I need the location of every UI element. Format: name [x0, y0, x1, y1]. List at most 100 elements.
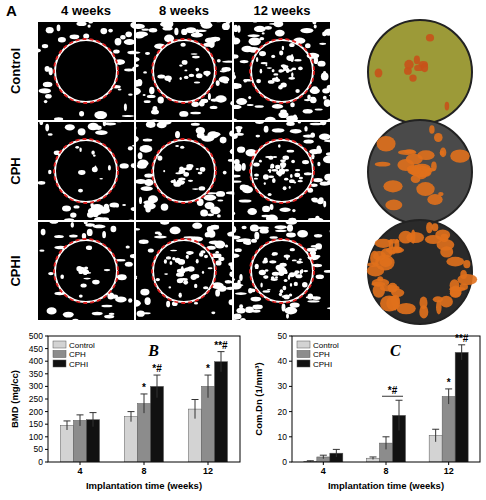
bone-texture: [136, 80, 140, 87]
bone-ingrowth: [200, 250, 205, 253]
bone-texture: [163, 27, 173, 31]
bone-ingrowth: [275, 79, 280, 83]
bone-texture: [140, 145, 153, 153]
bone-ingrowth: [164, 273, 168, 275]
legend-label: Control: [69, 341, 95, 350]
bone-ingrowth: [83, 278, 90, 280]
bone-texture: [71, 319, 79, 320]
chart: 010203040504812*#***#ControlCPHCPHICImpl…: [253, 331, 480, 491]
bone-ingrowth: [302, 160, 309, 164]
bone-texture: [248, 187, 251, 191]
ct-image: [38, 22, 134, 120]
defect-circle: [54, 139, 118, 203]
legend-label: CPHI: [313, 360, 332, 369]
render-bone: [463, 260, 470, 268]
bone-texture: [290, 102, 295, 107]
bone-texture: [222, 67, 231, 72]
legend-swatch: [53, 351, 66, 358]
bone-texture: [265, 117, 276, 120]
bone-ingrowth: [93, 154, 96, 156]
bone-texture: [316, 275, 324, 280]
bone-texture: [218, 286, 227, 292]
error-bar: [144, 394, 145, 413]
bone-ingrowth: [196, 68, 200, 72]
error-bar: [195, 400, 196, 419]
bone-ingrowth: [272, 272, 280, 276]
bone-texture: [76, 22, 86, 26]
render-bone: [409, 75, 416, 82]
bone-texture: [234, 38, 240, 45]
bone-ingrowth: [261, 62, 268, 64]
bone-texture: [44, 100, 48, 103]
bone-texture: [113, 49, 120, 53]
bone-ingrowth: [78, 189, 83, 193]
bone-texture: [270, 236, 278, 239]
bone-texture: [262, 32, 265, 34]
bone-texture: [234, 283, 242, 290]
bone-texture: [234, 313, 242, 319]
bone-ingrowth: [279, 69, 284, 72]
ct-image: [136, 122, 232, 220]
bone-texture: [329, 94, 330, 97]
defect-rim: [55, 40, 117, 102]
bone-ingrowth: [290, 248, 295, 251]
bone-ingrowth: [269, 260, 276, 263]
annotation: *#: [152, 363, 162, 374]
bone-texture: [138, 160, 149, 167]
y-tick-label: 40: [278, 356, 288, 366]
bone-texture: [190, 112, 201, 115]
bone-ingrowth: [278, 85, 283, 89]
render-bone: [416, 182, 434, 196]
bone-texture: [88, 22, 93, 24]
bone-texture: [330, 229, 331, 233]
bone-texture: [38, 48, 41, 52]
error-cap: [333, 449, 340, 450]
bone-texture: [252, 310, 261, 313]
bone-ingrowth: [180, 43, 185, 47]
bone-ingrowth: [104, 269, 110, 271]
bone-texture: [143, 94, 146, 96]
error-cap: [77, 414, 84, 415]
x-tick-label: 12: [444, 466, 454, 476]
bone-texture: [148, 120, 160, 121]
bone-texture: [88, 24, 91, 27]
bone-texture: [128, 298, 132, 302]
render-3d: [368, 20, 472, 124]
x-tick-label: 8: [141, 466, 146, 476]
bone-texture: [155, 232, 161, 235]
bone-ingrowth: [298, 261, 304, 263]
bone-ingrowth: [171, 180, 175, 183]
x-axis-label: Implantation time (weeks): [328, 480, 444, 491]
bone-texture: [118, 89, 122, 91]
error-bar: [323, 455, 324, 459]
bone-texture: [219, 76, 230, 83]
bone-texture: [312, 22, 316, 24]
error-bar: [386, 437, 387, 450]
bone-texture: [136, 228, 140, 231]
error-cap: [320, 455, 327, 456]
bone-ingrowth: [181, 266, 184, 271]
bone-texture: [239, 304, 243, 308]
bone-ingrowth: [256, 79, 261, 83]
bone-ingrowth: [164, 259, 167, 263]
error-cap: [205, 375, 212, 376]
bone-ingrowth: [253, 163, 260, 167]
bone-texture: [229, 272, 232, 277]
bone-texture: [215, 95, 227, 102]
ct-background: [136, 222, 232, 320]
bone-texture: [222, 61, 232, 63]
ct-image: [234, 122, 330, 220]
bone-texture: [48, 170, 51, 175]
bone-texture: [286, 313, 289, 318]
render-bone: [375, 162, 391, 167]
bone-ingrowth: [263, 275, 268, 279]
bone-texture: [82, 233, 86, 239]
bone-texture: [322, 32, 327, 37]
bone-ingrowth: [265, 64, 267, 66]
ct-image: [38, 122, 134, 220]
bone-texture: [235, 248, 242, 252]
bone-texture: [39, 250, 44, 252]
bone-texture: [92, 212, 98, 217]
bone-texture: [270, 204, 274, 210]
bone-texture: [303, 109, 313, 114]
